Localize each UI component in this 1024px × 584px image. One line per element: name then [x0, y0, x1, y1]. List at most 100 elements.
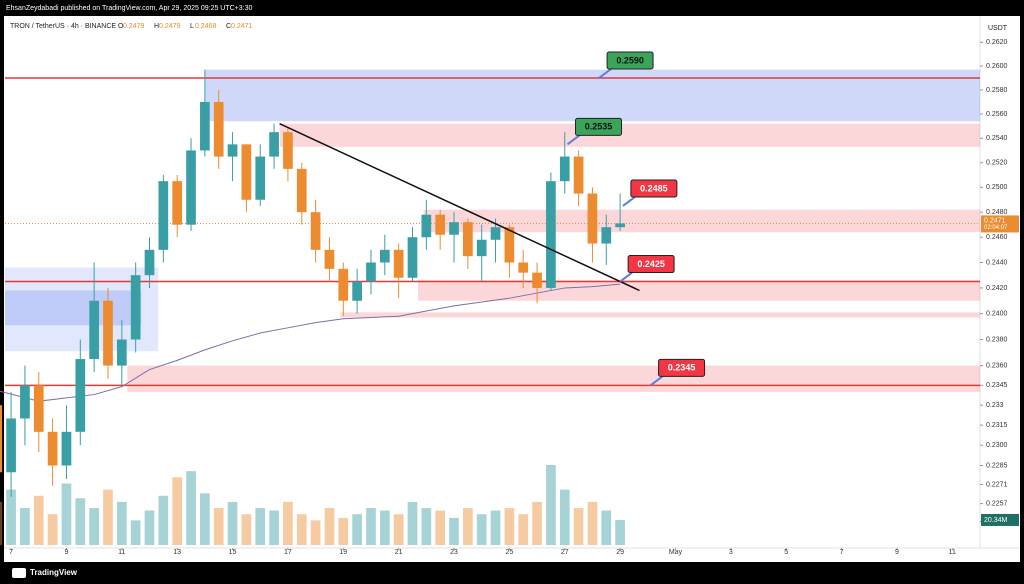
countdown: 02:04:07 — [984, 225, 1008, 231]
volume-bar — [518, 514, 529, 545]
y-tick-label: 0.2600 — [986, 63, 1008, 70]
x-tick-label: 15 — [229, 549, 237, 556]
candle-body — [47, 431, 58, 466]
volume-bar — [546, 465, 556, 545]
volume-bar — [33, 495, 44, 545]
logo-icon — [12, 568, 26, 578]
volume-bar — [130, 520, 141, 545]
volume-bar — [532, 501, 542, 545]
zone — [279, 123, 980, 147]
volume-bar — [47, 514, 58, 545]
volume-bar — [144, 510, 155, 545]
candle-body — [532, 272, 542, 288]
candle-body — [352, 281, 362, 301]
volume-label: 20.34M — [984, 517, 1008, 524]
panel — [4, 16, 1020, 562]
volume-bar — [186, 471, 196, 545]
x-tick-label: 5 — [784, 549, 788, 556]
volume-bar — [103, 489, 113, 545]
volume-bar — [393, 514, 404, 545]
y-tick-label: 0.2345 — [986, 382, 1008, 389]
candle-body — [89, 300, 99, 360]
candle-body — [144, 249, 155, 276]
candle-body — [490, 227, 501, 240]
y-tick-label: 0.2620 — [986, 39, 1008, 46]
y-tick-label: 0.2540 — [986, 135, 1008, 142]
volume-bar — [366, 508, 376, 545]
volume-bar — [227, 501, 238, 545]
candle-body — [559, 156, 570, 182]
volume-bar — [0, 501, 3, 545]
candle-body — [255, 156, 266, 200]
ohlc-key: L — [190, 23, 194, 30]
trendline — [279, 123, 640, 292]
ohlc-value: 0.2479 — [123, 23, 145, 30]
candle-body — [6, 418, 16, 473]
volume-bar — [324, 508, 335, 545]
candle-body — [158, 181, 169, 250]
x-tick-label: 11 — [949, 549, 956, 556]
candle-body — [227, 144, 238, 157]
candle-body — [407, 237, 418, 278]
volume-bar — [435, 510, 446, 545]
volume-bar — [158, 495, 169, 545]
candle-body — [546, 181, 556, 288]
candle-body — [186, 150, 196, 225]
symbol: TRON / TetherUS · 4h · BINANCE — [10, 23, 116, 30]
volume-bar — [89, 508, 99, 545]
ohlc-value: 0.2471 — [231, 23, 253, 30]
volume-bar — [352, 514, 362, 545]
volume-bar — [296, 514, 307, 545]
candle-body — [393, 249, 404, 278]
y-tick-label: 0.2271 — [986, 481, 1008, 488]
candle-body — [504, 227, 515, 263]
x-tick-label: 21 — [395, 549, 403, 556]
candle-body — [366, 262, 376, 282]
volume-bar — [449, 517, 459, 545]
volume-bar — [476, 514, 487, 545]
x-tick-label: May — [669, 549, 683, 556]
callout-box — [658, 358, 706, 377]
callout-label: 0.2345 — [668, 363, 696, 373]
candle-body — [75, 359, 86, 432]
y-tick-label: 0.233 — [986, 402, 1004, 409]
volume-bar — [283, 501, 293, 545]
callout-pointer — [619, 271, 633, 283]
candle-body — [324, 249, 335, 269]
y-tick-label: 0.2440 — [986, 259, 1008, 266]
callout-label: 0.2485 — [640, 183, 668, 193]
volume-bar — [61, 483, 72, 545]
price-tag — [981, 215, 1019, 233]
volume-bar — [213, 508, 224, 545]
plot: 0.2590 0.2535 0.2485 0.2425 0.2345 — [0, 51, 981, 545]
y-tick-label: 0.2400 — [986, 310, 1008, 317]
candle-body — [283, 132, 293, 169]
candle-body — [200, 101, 210, 151]
x-tick-label: 13 — [173, 549, 181, 556]
y-tick-label: 0.2520 — [986, 160, 1008, 167]
y-tick-label: 0.2420 — [986, 285, 1008, 292]
volume-tag — [981, 513, 1019, 526]
callout-box — [630, 179, 678, 198]
volume-bar — [200, 493, 210, 545]
volume-bar — [601, 510, 612, 545]
candle-body — [601, 227, 612, 244]
candle-body — [463, 222, 473, 257]
ohlc-value: 0.2479 — [159, 23, 181, 30]
x-tick-label: 9 — [65, 549, 69, 556]
y-tick-label: 0.2380 — [986, 336, 1008, 343]
volume-bar — [504, 508, 515, 545]
ohlc-key: H — [154, 23, 159, 30]
ohlc-key: O — [118, 23, 124, 30]
volume-bar — [490, 510, 501, 545]
y-tick-label: 0.2257 — [986, 500, 1008, 507]
candle-body — [241, 144, 252, 200]
volume-bar — [172, 477, 183, 545]
volume-bar — [241, 514, 252, 545]
volume-bar — [75, 498, 86, 545]
ohlc-key: C — [226, 23, 231, 30]
candle-body — [615, 223, 625, 228]
y-tick-label: 0.2300 — [986, 442, 1008, 449]
x-tick-label: 23 — [450, 549, 458, 556]
